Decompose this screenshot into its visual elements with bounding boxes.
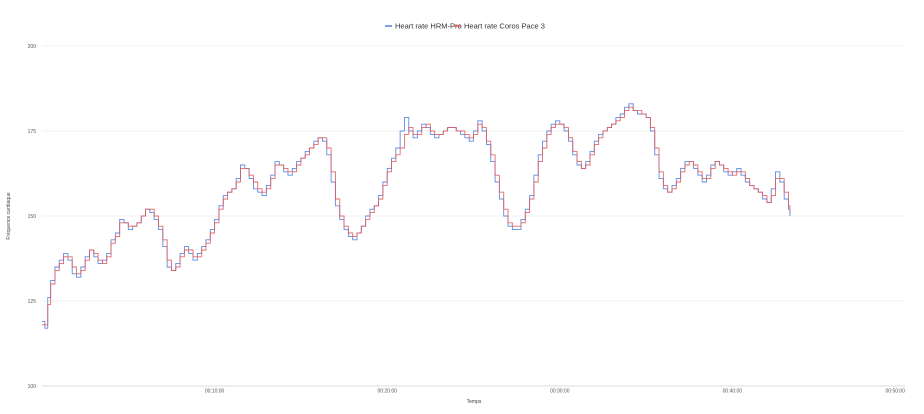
x-axis-title: Temps (467, 399, 482, 405)
y-tick-label: 200 (28, 44, 37, 50)
y-tick-label: 125 (28, 299, 37, 305)
x-tick-label: 00:30:00 (550, 389, 570, 395)
x-tick-label: 00:10:00 (205, 389, 225, 395)
legend-item-coros-pace-3[interactable]: Heart rate Coros Pace 3 (454, 22, 545, 31)
x-tick-label: 00:40:00 (723, 389, 743, 395)
y-tick-label: 100 (28, 384, 37, 390)
series-lines (42, 103, 791, 329)
legend-label-coros-pace-3: Heart rate Coros Pace 3 (464, 22, 545, 31)
legend-label-hrm-pro: Heart rate HRM-Pro (395, 22, 462, 31)
x-tick-label: 00:20:00 (377, 389, 397, 395)
legend[interactable]: Heart rate HRM-Pro Heart rate Coros Pace… (385, 22, 545, 31)
legend-item-hrm-pro[interactable]: Heart rate HRM-Pro (385, 22, 462, 31)
x-axis-ticks: 00:10:00 00:20:00 00:30:00 00:40:00 00:50:00 (205, 389, 905, 395)
y-tick-label: 175 (28, 129, 37, 135)
y-tick-label: 150 (28, 214, 37, 220)
grid-lines (42, 45, 905, 387)
y-axis-ticks: 100 125 150 175 200 (28, 44, 37, 390)
x-tick-label: 00:50:00 (886, 389, 906, 395)
y-axis-title: Fréquence cardiaque (6, 192, 12, 239)
series-line-coros-pace-3 (42, 106, 791, 326)
